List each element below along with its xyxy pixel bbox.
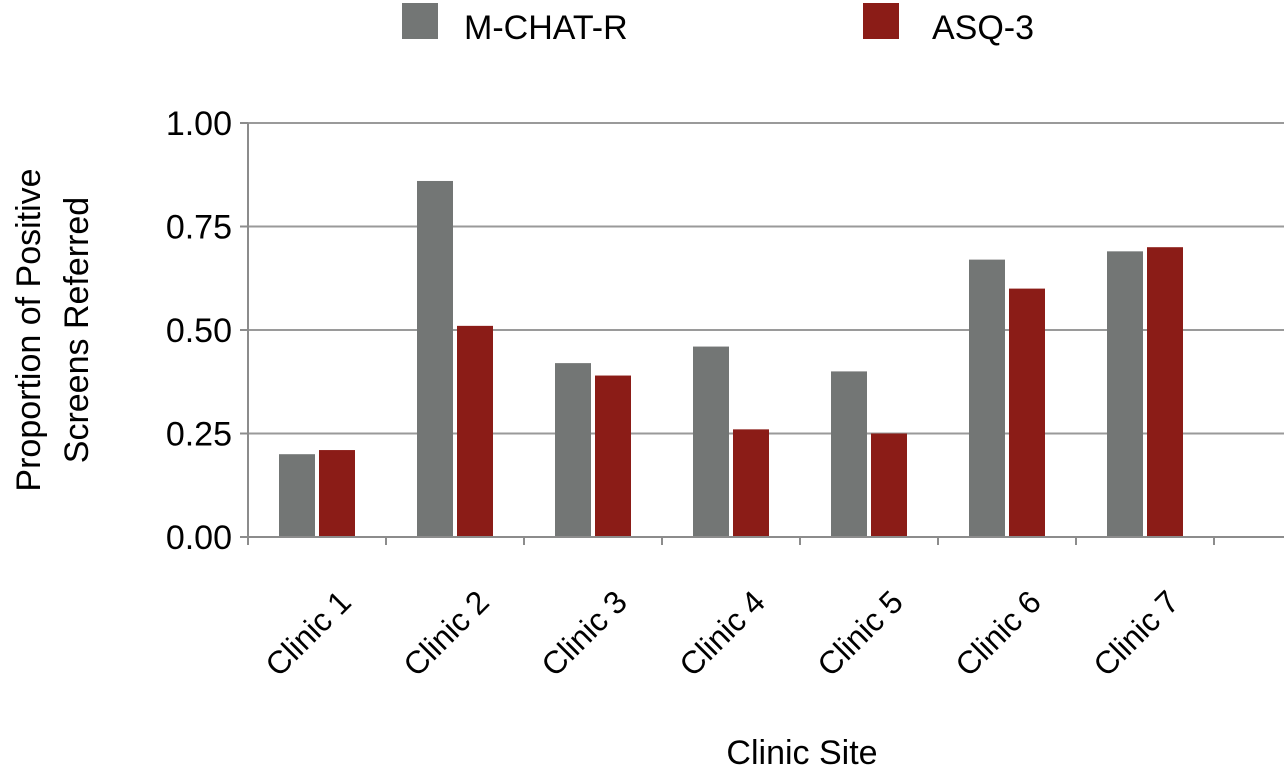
bar-m-chat-r-1 (279, 454, 315, 537)
x-tick-label-5: Clinic 5 (810, 583, 910, 683)
legend: M-CHAT-R ASQ-3 (402, 3, 1034, 47)
x-tick-label-1: Clinic 1 (258, 583, 358, 683)
x-tick-label-2: Clinic 2 (396, 583, 496, 683)
bar-m-chat-r-5 (831, 371, 867, 537)
bar-m-chat-r-7 (1107, 251, 1143, 537)
bar-asq-3-6 (1009, 288, 1045, 537)
x-tick-label-3: Clinic 3 (534, 583, 634, 683)
bar-asq-3-1 (319, 450, 355, 537)
x-tick-label-4: Clinic 4 (672, 583, 772, 683)
y-tick-label-2: 0.50 (166, 312, 232, 350)
x-tick-label-7: Clinic 7 (1086, 583, 1186, 683)
bar-asq-3-7 (1147, 247, 1183, 537)
y-tick-label-3: 0.75 (166, 209, 232, 247)
x-axis-label: Clinic Site (726, 734, 877, 772)
bar-asq-3-4 (733, 429, 769, 537)
bar-layer (279, 180, 1183, 537)
legend-label-m-chat-r: M-CHAT-R (464, 9, 628, 47)
y-tick-label-0: 0.00 (166, 519, 232, 557)
y-tick-label-1: 0.25 (166, 416, 232, 454)
bar-m-chat-r-3 (555, 363, 591, 537)
x-tick-label-6: Clinic 6 (948, 583, 1048, 683)
bar-asq-3-2 (457, 325, 493, 537)
y-tick-label-4: 1.00 (166, 105, 232, 143)
y-axis-label-line-2: Screens Referred (58, 197, 96, 463)
legend-swatch-asq-3 (863, 3, 899, 39)
bar-m-chat-r-4 (693, 346, 729, 537)
legend-label-asq-3: ASQ-3 (932, 9, 1034, 47)
bar-m-chat-r-2 (417, 180, 453, 537)
bar-m-chat-r-6 (969, 259, 1005, 537)
y-axis-label-line-1: Proportion of Positive (10, 168, 48, 491)
legend-swatch-m-chat-r (402, 3, 438, 39)
bar-asq-3-5 (871, 433, 907, 537)
bar-asq-3-3 (595, 375, 631, 537)
